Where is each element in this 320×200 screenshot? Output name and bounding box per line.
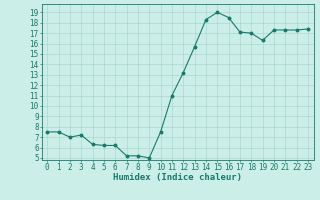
X-axis label: Humidex (Indice chaleur): Humidex (Indice chaleur)	[113, 173, 242, 182]
